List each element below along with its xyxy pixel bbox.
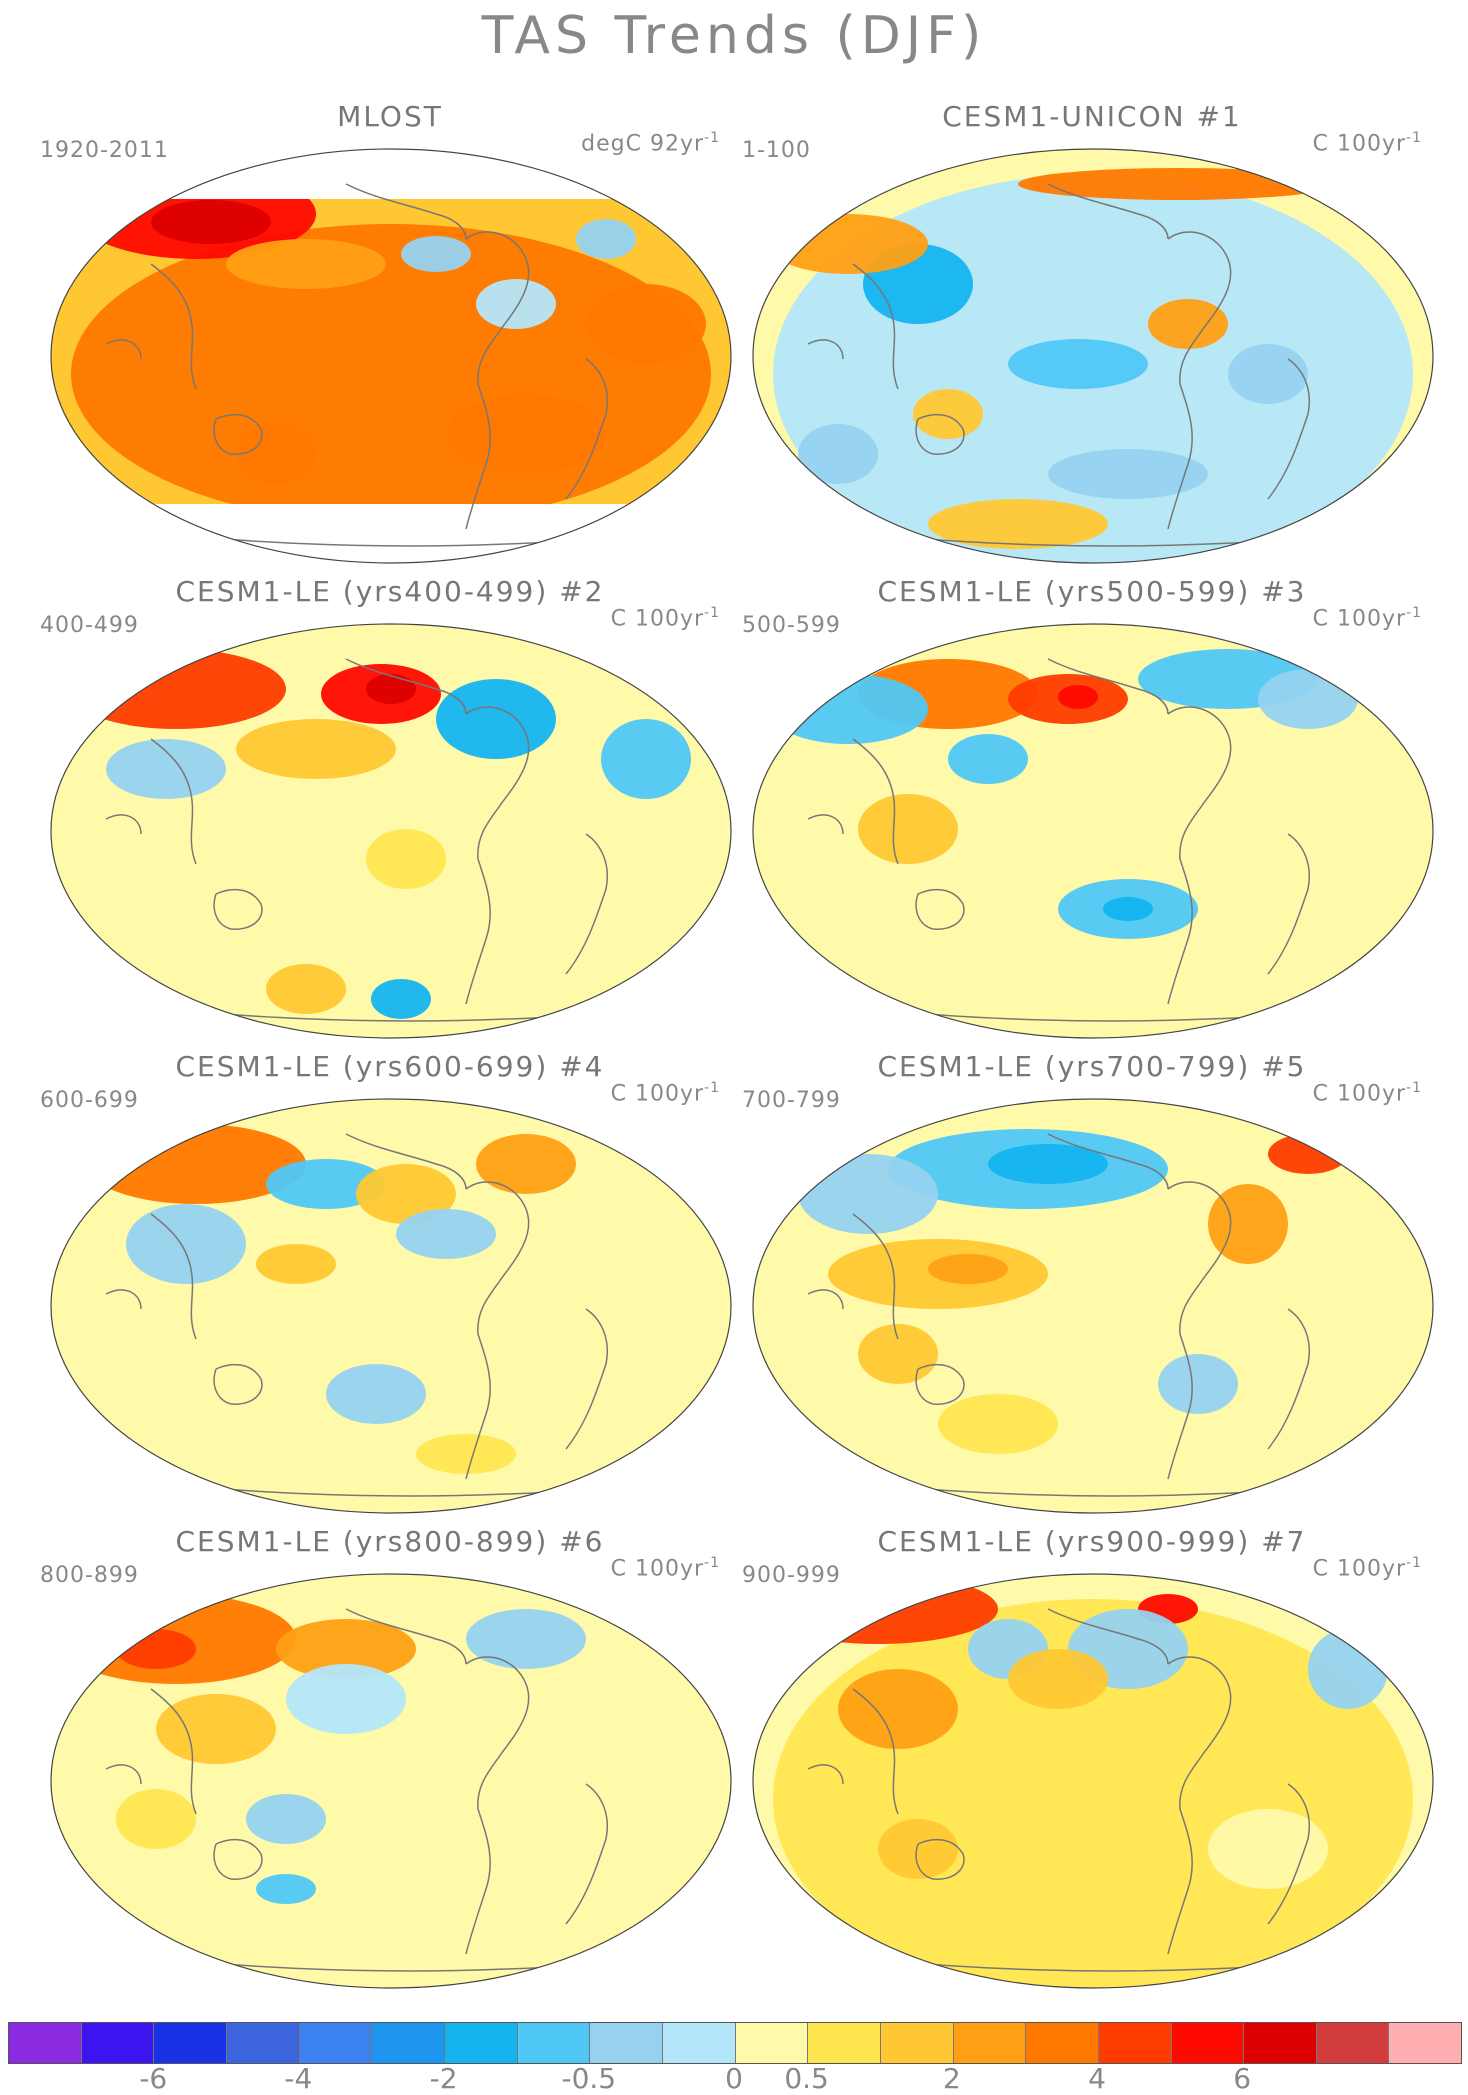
colorbar-segment	[662, 2023, 736, 2063]
colorbar-segment	[1316, 2023, 1390, 2063]
colorbar-segment	[808, 2023, 881, 2063]
colorbar-segment	[1026, 2023, 1099, 2063]
colorbar-segment	[1098, 2023, 1172, 2063]
panel-number: #7	[1261, 1525, 1307, 1558]
map-panel-5: CESM1-LE (yrs600-699) #4 600-699 C 100yr…	[40, 1050, 740, 1520]
panel-units: C 100yr-1	[610, 1555, 720, 1582]
colorbar-tick-label: 6	[1233, 2062, 1252, 2095]
map-panel-3: CESM1-LE (yrs400-499) #2 400-499 C 100yr…	[40, 575, 740, 1045]
colorbar-segment	[154, 2023, 227, 2063]
panel-title-text: CESM1-LE (yrs700-799)	[877, 1050, 1251, 1083]
panel-period: 800-899	[40, 1563, 139, 1588]
panel-title: CESM1-LE (yrs900-999) #7	[742, 1525, 1442, 1558]
colorbar-tick-label: 4	[1088, 2062, 1106, 2095]
panel-title-text: CESM1-LE (yrs800-899)	[175, 1525, 549, 1558]
colorbar-tick-label: -6	[139, 2062, 168, 2095]
colorbar-tick-label: -0.5	[561, 2062, 617, 2095]
colorbar	[8, 2022, 1462, 2064]
panel-period: 600-699	[40, 1088, 139, 1113]
panel-units: C 100yr-1	[1312, 130, 1422, 157]
colorbar-segment	[1171, 2023, 1245, 2063]
colorbar-segment	[590, 2023, 663, 2063]
panel-units: C 100yr-1	[610, 1080, 720, 1107]
colorbar-tick-label: 0	[725, 2062, 743, 2095]
colorbar-segment	[735, 2023, 809, 2063]
map-panel-4: CESM1-LE (yrs500-599) #3 500-599 C 100yr…	[742, 575, 1442, 1045]
figure-title: TAS Trends (DJF)	[481, 6, 987, 66]
panel-title: CESM1-LE (yrs800-899) #6	[40, 1525, 740, 1558]
map-panel-7: CESM1-LE (yrs800-899) #6 800-899 C 100yr…	[40, 1525, 740, 1995]
panel-title: CESM1-LE (yrs500-599) #3	[742, 575, 1442, 608]
colorbar-segment	[9, 2023, 82, 2063]
map-panel-1: MLOST 1920-2011 degC 92yr-1	[40, 100, 740, 570]
panel-title: CESM1-LE (yrs700-799) #5	[742, 1050, 1442, 1083]
colorbar-tick-label: 2	[942, 2062, 961, 2095]
map-projection	[50, 1098, 732, 1514]
colorbar-segment	[880, 2023, 954, 2063]
colorbar-segment	[81, 2023, 155, 2063]
panel-period: 700-799	[742, 1088, 841, 1113]
map-projection	[752, 148, 1434, 564]
map-panel-6: CESM1-LE (yrs700-799) #5 700-799 C 100yr…	[742, 1050, 1442, 1520]
panel-units: C 100yr-1	[1312, 1080, 1422, 1107]
colorbar-segment	[444, 2023, 518, 2063]
panel-title: CESM1-UNICON #1	[742, 100, 1442, 133]
colorbar-segment	[517, 2023, 591, 2063]
map-panel-8: CESM1-LE (yrs900-999) #7 900-999 C 100yr…	[742, 1525, 1442, 1995]
panel-title-text: CESM1-LE (yrs500-599)	[877, 575, 1251, 608]
map-projection	[50, 623, 732, 1039]
panel-number: #3	[1261, 575, 1307, 608]
panel-period: 1-100	[742, 138, 811, 163]
panel-number: #2	[559, 575, 605, 608]
colorbar-segment	[226, 2023, 300, 2063]
colorbar-segment	[953, 2023, 1027, 2063]
panel-period: 1920-2011	[40, 138, 169, 163]
colorbar-segment	[372, 2023, 445, 2063]
panel-units: C 100yr-1	[610, 605, 720, 632]
map-projection	[50, 148, 732, 564]
panel-units: C 100yr-1	[1312, 605, 1422, 632]
panel-title: CESM1-LE (yrs600-699) #4	[40, 1050, 740, 1083]
panel-units: degC 92yr-1	[581, 130, 720, 157]
map-projection	[752, 623, 1434, 1039]
colorbar-tick-label: -2	[429, 2062, 458, 2095]
map-projection	[752, 1098, 1434, 1514]
map-projection	[752, 1573, 1434, 1989]
colorbar-segment	[1389, 2023, 1462, 2063]
map-panel-2: CESM1-UNICON #1 1-100 C 100yr-1	[742, 100, 1442, 570]
colorbar-tick-label: -4	[284, 2062, 313, 2095]
colorbar-segment	[1244, 2023, 1317, 2063]
colorbar-segment	[299, 2023, 373, 2063]
panel-title-text: CESM1-LE (yrs400-499)	[175, 575, 549, 608]
panel-number: #5	[1261, 1050, 1307, 1083]
panel-period: 400-499	[40, 613, 139, 638]
panel-period: 500-599	[742, 613, 841, 638]
panel-title: CESM1-LE (yrs400-499) #2	[40, 575, 740, 608]
colorbar-tick-label: 0.5	[784, 2062, 829, 2095]
colorbar-labels: -6 -4 -2 -0.5 0 0.5 2 4 6	[8, 2062, 1460, 2095]
panel-title-text: CESM1-LE (yrs900-999)	[877, 1525, 1251, 1558]
panel-number: #4	[559, 1050, 605, 1083]
panel-number: #6	[559, 1525, 605, 1558]
panel-title-text: MLOST	[337, 100, 443, 133]
panel-units: C 100yr-1	[1312, 1555, 1422, 1582]
panel-title-text: CESM1-UNICON	[942, 100, 1186, 133]
panel-title: MLOST	[40, 100, 740, 133]
panel-number: #1	[1196, 100, 1242, 133]
panel-title-text: CESM1-LE (yrs600-699)	[175, 1050, 549, 1083]
map-projection	[50, 1573, 732, 1989]
panel-period: 900-999	[742, 1563, 841, 1588]
